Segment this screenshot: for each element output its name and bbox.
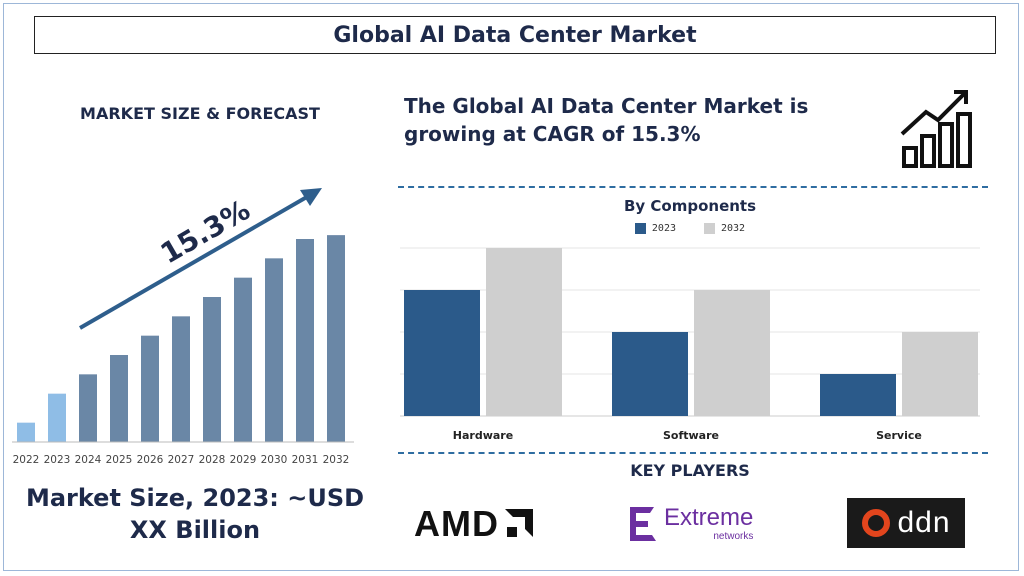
legend-item-2032: 2032 (704, 223, 745, 234)
components-legend: 2023 2032 (400, 223, 980, 234)
trend-arrow-icon (78, 192, 314, 330)
market-forecast-chart: 2022 2023 2024 2025 2026 2027 2028 2029 2030 2031… (12, 188, 354, 466)
legend-swatch-2032 (704, 223, 715, 234)
legend-item-2023: 2023 (634, 223, 676, 234)
forecast-bar-2031 (296, 239, 314, 442)
forecast-tick-2023: 2023 (44, 454, 71, 466)
growth-chart-icon (900, 90, 972, 168)
page-frame (3, 3, 1019, 571)
ddn-logo-text: ddn (897, 506, 951, 539)
forecast-bar-2029 (234, 277, 252, 442)
forecast-bar-2024 (79, 374, 97, 442)
ddn-logo: ddn (847, 498, 965, 548)
legend-label-2023: 2023 (651, 223, 676, 234)
divider-bottom (398, 452, 988, 454)
components-tick-service: Service (876, 429, 922, 442)
legend-swatch-2023 (634, 223, 646, 234)
forecast-tick-2026: 2026 (137, 454, 164, 466)
extreme-e-icon (630, 507, 656, 541)
forecast-tick-2029: 2029 (230, 454, 257, 466)
market-size-label: Market Size, 2023: ~USD XX Billion (25, 484, 365, 544)
forecast-tick-2022: 2022 (13, 454, 40, 466)
page-title: Global AI Data Center Market (34, 16, 996, 54)
market-size-heading: MARKET SIZE & FORECAST (80, 104, 320, 123)
components-tick-software: Software (663, 429, 719, 442)
components-bar-software-2032 (694, 290, 770, 416)
forecast-bar-2023 (48, 393, 66, 442)
amd-logo: AMD (414, 502, 533, 546)
forecast-bar-2032 (327, 235, 345, 442)
components-bar-hardware-2032 (486, 248, 562, 416)
forecast-bar-2030 (265, 258, 283, 442)
forecast-tick-2030: 2030 (261, 454, 288, 466)
cagr-annotation: 15.3% (155, 193, 256, 270)
cagr-statement: The Global AI Data Center Market is grow… (404, 94, 809, 146)
forecast-tick-2032: 2032 (323, 454, 350, 466)
forecast-tick-2031: 2031 (292, 454, 319, 466)
forecast-bar-2026 (141, 335, 159, 442)
components-bar-software-2023 (612, 332, 688, 416)
forecast-tick-2028: 2028 (199, 454, 226, 466)
components-bar-hardware-2023 (404, 290, 480, 416)
forecast-bar-2027 (172, 316, 190, 442)
forecast-tick-2027: 2027 (168, 454, 195, 466)
extreme-logo-sub: networks (713, 531, 754, 542)
forecast-bar-2025 (110, 355, 128, 442)
components-chart: Hardware Software Service (400, 247, 980, 442)
forecast-bar-2028 (203, 297, 221, 442)
components-tick-hardware: Hardware (453, 429, 513, 442)
amd-logo-text: AMD (414, 503, 499, 544)
forecast-tick-2024: 2024 (75, 454, 102, 466)
extreme-logo-main: Extreme (664, 504, 754, 531)
key-players-title: KEY PLAYERS (630, 461, 750, 480)
divider-top (398, 186, 988, 188)
trend-arrow-head (300, 188, 322, 206)
components-bar-service-2023 (820, 374, 896, 416)
forecast-tick-2025: 2025 (106, 454, 133, 466)
components-chart-title: By Components (623, 197, 757, 215)
forecast-bar-2022 (17, 422, 35, 442)
ddn-ring-icon (862, 509, 891, 537)
amd-arrow-icon (504, 509, 533, 537)
components-bar-service-2032 (902, 332, 978, 416)
legend-label-2032: 2032 (721, 223, 746, 234)
extreme-networks-logo: Extreme networks (626, 502, 753, 546)
